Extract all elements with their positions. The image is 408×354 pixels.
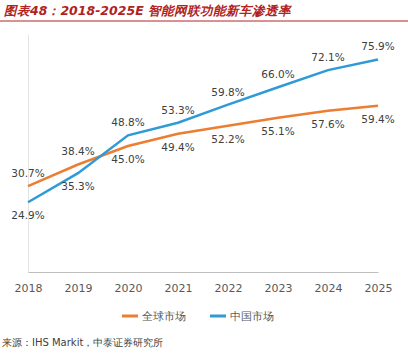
y-axis <box>28 35 29 273</box>
data-label: 57.6% <box>311 118 344 130</box>
data-label: 53.3% <box>161 104 194 116</box>
data-labels: 30.7% 38.4% 45.0% 49.4% 52.2% 55.1% 57.6% 59.4%… <box>11 40 394 221</box>
y-axis-line <box>28 35 29 273</box>
x-axis-line <box>29 272 379 273</box>
data-label: 75.9% <box>361 40 394 52</box>
x-tick: 2024 <box>315 272 343 295</box>
data-label: 45.0% <box>111 153 144 165</box>
source: 来源：IHS Markit，中泰证券研究所 <box>2 337 163 348</box>
x-tick: 2025 <box>365 272 393 295</box>
x-axis: 2018 2019 2020 2021 2022 2023 2024 2025 <box>15 272 393 295</box>
x-tick: 2021 <box>165 272 193 295</box>
legend-swatch <box>122 315 138 318</box>
x-tick-label: 2024 <box>315 282 343 295</box>
x-tick: 2019 <box>65 272 93 295</box>
legend: 全球市场 中国市场 <box>122 310 274 322</box>
legend-label: 全球市场 <box>142 310 186 322</box>
title: 图表48：2018-2025E 智能网联功能新车渗透率 <box>4 3 293 18</box>
data-label: 30.7% <box>11 167 44 179</box>
data-label: 38.4% <box>61 145 94 157</box>
data-label: 49.4% <box>161 141 194 153</box>
chart: 图表48：2018-2025E 智能网联功能新车渗透率2018201920202… <box>0 0 408 354</box>
line-series <box>28 106 378 186</box>
line-series <box>28 59 378 202</box>
x-tick-label: 2019 <box>65 282 93 295</box>
data-label: 24.9% <box>11 209 44 221</box>
x-tick: 2018 <box>15 272 43 295</box>
data-label: 52.2% <box>211 133 244 145</box>
x-tick-label: 2021 <box>165 282 193 295</box>
data-label: 48.8% <box>111 116 144 128</box>
x-tick-label: 2023 <box>265 282 293 295</box>
x-tick: 2023 <box>265 272 293 295</box>
lines <box>28 59 378 202</box>
x-tick-label: 2022 <box>215 282 243 295</box>
data-label: 59.4% <box>361 113 394 125</box>
data-label: 35.3% <box>61 180 94 192</box>
x-tick: 2022 <box>215 272 243 295</box>
title-rule <box>0 21 408 22</box>
x-tick-label: 2020 <box>115 282 143 295</box>
data-label: 59.8% <box>211 86 244 98</box>
legend-label: 中国市场 <box>230 310 274 322</box>
x-tick: 2020 <box>115 272 143 295</box>
plot: 2018 2019 2020 2021 2022 2023 2024 2025 30.7% 38.… <box>11 35 394 295</box>
data-label: 66.0% <box>261 68 294 80</box>
x-tick-label: 2018 <box>15 282 43 295</box>
x-tick-label: 2025 <box>365 282 393 295</box>
data-label: 72.1% <box>311 51 344 63</box>
legend-swatch <box>210 315 226 318</box>
data-label: 55.1% <box>261 125 294 137</box>
